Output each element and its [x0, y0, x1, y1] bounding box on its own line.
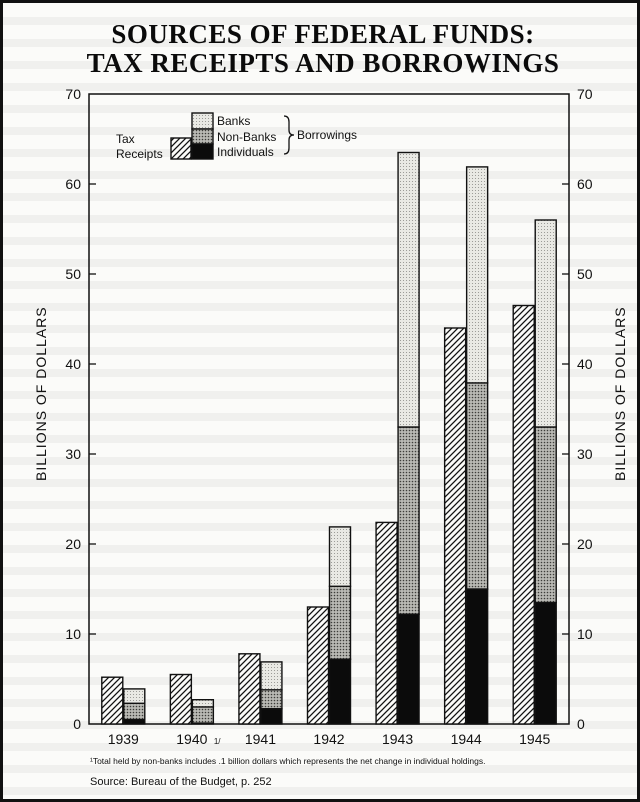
y-tick-label-right: 20 — [577, 536, 593, 552]
bar-non-banks — [260, 689, 283, 710]
bar-individuals — [260, 708, 283, 725]
bar-tax-receipts — [169, 673, 193, 725]
bar-non-banks — [191, 706, 215, 724]
chart-title-line-1: SOURCES OF FEDERAL FUNDS: — [111, 19, 535, 49]
y-tick-label-left: 50 — [65, 266, 81, 282]
y-axis-left: 0 10 20 30 40 50 60 70 — [65, 86, 96, 732]
bar-non-banks — [465, 382, 489, 590]
x-tick-footnote-mark: 1/ — [214, 737, 221, 746]
legend-label-individuals: Individuals — [217, 145, 274, 159]
bar-banks — [191, 699, 215, 708]
x-axis-labels: 1939 1940 1/1941 1942 1943 1944 1945 — [108, 731, 551, 747]
y-tick-label-right: 0 — [577, 716, 585, 732]
chart-title-line-2: TAX RECEIPTS AND BORROWINGS — [86, 48, 560, 78]
bar-non-banks — [397, 426, 420, 615]
y-tick-label-right: 50 — [577, 266, 593, 282]
y-tick-label-left: 20 — [65, 536, 81, 552]
footnote: ¹Total held by non-banks includes .1 bil… — [90, 756, 486, 766]
y-tick-label-right: 70 — [577, 86, 593, 102]
y-tick-label-left: 60 — [65, 176, 81, 192]
y-tick-label-left: 10 — [65, 626, 81, 642]
legend-label-tax-line-2: Receipts — [116, 147, 163, 161]
source-note: Source: Bureau of the Budget, p. 252 — [90, 776, 272, 788]
bar-banks — [534, 219, 557, 428]
bar-banks — [123, 688, 146, 705]
y-tick-label-right: 30 — [577, 446, 593, 462]
bar-non-banks — [123, 702, 146, 721]
legend-swatch-non-banks — [191, 128, 214, 145]
y-axis-right: 0 10 20 30 40 50 60 70 — [562, 86, 593, 732]
legend-swatch-banks — [191, 112, 214, 130]
bar-tax-receipts — [306, 606, 330, 725]
bar-non-banks — [534, 426, 557, 604]
legend-label-tax-line-1: Tax — [116, 132, 135, 146]
bar-tax-receipts — [443, 327, 467, 725]
x-tick-label: 1939 — [108, 731, 139, 747]
bar-banks — [397, 151, 420, 428]
y-tick-label-left: 40 — [65, 356, 81, 372]
bar-individuals — [328, 658, 352, 725]
bar-individuals — [534, 601, 557, 725]
y-tick-label-right: 60 — [577, 176, 593, 192]
legend: Tax Receipts Banks Non-Banks Individuals… — [116, 112, 357, 161]
legend-label-banks: Banks — [217, 114, 250, 128]
bar-tax-receipts — [512, 304, 535, 725]
bar-banks — [328, 526, 352, 588]
y-tick-label-left: 30 — [65, 446, 81, 462]
legend-label-non-banks: Non-Banks — [217, 130, 276, 144]
bar-non-banks — [328, 585, 352, 660]
bar-chart: 0 10 20 30 40 50 60 70 0 10 20 30 40 50 60 70 1939 1940… — [65, 86, 593, 747]
x-tick-label: 1941 — [245, 731, 276, 747]
legend-label-borrowings: Borrowings — [297, 128, 357, 142]
bars — [101, 151, 557, 725]
x-tick-label: 1944 — [451, 731, 482, 747]
bar-banks — [465, 166, 489, 384]
bar-tax-receipts — [238, 653, 261, 725]
y-tick-label-left: 0 — [73, 716, 81, 732]
y-tick-label-right: 10 — [577, 626, 593, 642]
x-tick-label: 1943 — [382, 731, 413, 747]
x-tick-label: 1940 — [176, 731, 207, 747]
bar-banks — [260, 661, 283, 691]
legend-brace — [283, 115, 295, 155]
y-tick-label-left: 70 — [65, 86, 81, 102]
legend-swatch-tax-receipts — [170, 137, 192, 160]
y-tick-label-right: 40 — [577, 356, 593, 372]
bar-tax-receipts — [101, 676, 124, 725]
bar-tax-receipts — [375, 521, 398, 725]
bar-individuals — [465, 588, 489, 725]
x-tick-label: 1945 — [519, 731, 550, 747]
x-tick-label: 1942 — [313, 731, 344, 747]
legend-swatch-individuals — [191, 143, 214, 160]
bar-individuals — [397, 613, 420, 725]
